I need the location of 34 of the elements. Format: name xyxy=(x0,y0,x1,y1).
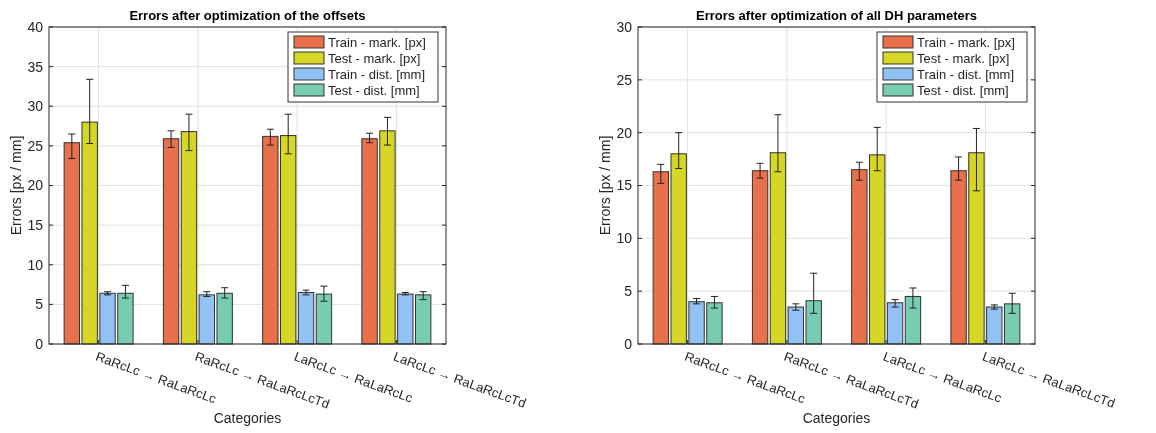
legend-label: Train - mark. [px] xyxy=(917,35,1015,50)
y-tick-label: 5 xyxy=(624,283,633,300)
y-tick-label: 25 xyxy=(27,137,44,154)
y-axis-title: Errors [px / mm] xyxy=(8,135,24,236)
y-tick-label: 10 xyxy=(616,230,633,247)
bar xyxy=(751,170,769,345)
y-tick-label: 35 xyxy=(27,58,44,75)
legend-label: Test - mark. [px] xyxy=(328,51,421,66)
y-tick-label: 25 xyxy=(616,71,633,88)
chart-title: Errors after optimization of all DH parameters xyxy=(695,8,978,23)
y-tick-label: 0 xyxy=(624,335,633,352)
x-axis-title: Categories xyxy=(213,410,282,426)
y-tick-label: 30 xyxy=(27,98,44,115)
legend-label: Train - mark. [px] xyxy=(328,35,426,50)
y-tick-label: 15 xyxy=(27,217,44,234)
chart-title: Errors after optimization of the offsets xyxy=(129,8,366,23)
y-tick-label: 15 xyxy=(616,177,633,194)
legend-label: Test - mark. [px] xyxy=(917,51,1010,66)
y-tick-label: 30 xyxy=(616,18,633,35)
y-tick-label: 10 xyxy=(27,256,44,273)
bar xyxy=(904,295,922,345)
y-tick-label: 0 xyxy=(35,335,44,352)
bar xyxy=(162,138,180,345)
legend-label: Test - dist. [mm] xyxy=(328,83,420,98)
y-axis-title: Errors [px / mm] xyxy=(597,135,613,236)
bar xyxy=(315,293,333,345)
y-tick-label: 20 xyxy=(616,124,633,141)
legend-label: Train - dist. [mm] xyxy=(328,67,426,82)
y-tick-label: 20 xyxy=(27,177,44,194)
legend-label: Test - dist. [mm] xyxy=(917,83,1009,98)
y-tick-label: 40 xyxy=(27,18,44,35)
y-tick-label: 5 xyxy=(35,296,44,313)
x-axis-title: Categories xyxy=(802,410,871,426)
legend-label: Train - dist. [mm] xyxy=(917,67,1015,82)
